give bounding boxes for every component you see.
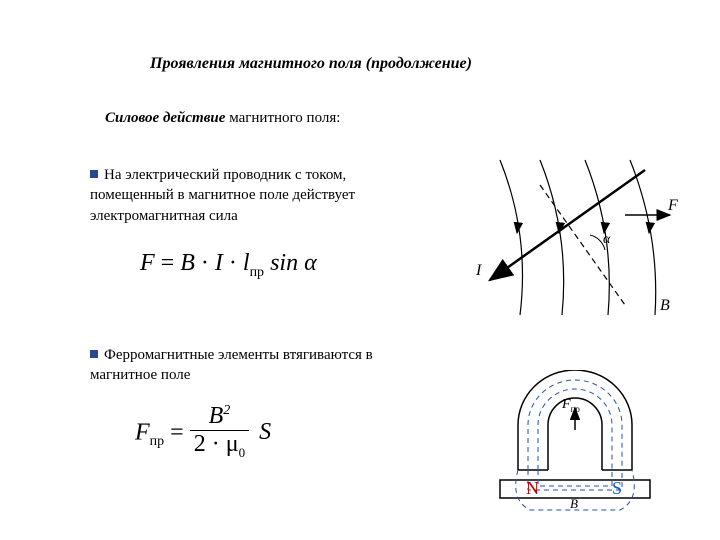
fig2-Fpr-label: Fпр xyxy=(561,397,580,414)
formula-attraction: Fпр = B2 2 · μ0 S xyxy=(135,405,271,463)
fig1-B-label: B xyxy=(660,297,670,314)
f2-S: S xyxy=(259,419,271,445)
fig2-N-label: N xyxy=(526,478,539,498)
bullet-2-text: Ферромагнитные элементы втягиваются в ма… xyxy=(90,347,373,383)
f1-I: I xyxy=(215,250,223,276)
f1-eq: = xyxy=(155,250,181,276)
fig1-alpha-label: α xyxy=(603,232,611,247)
f2-sub: пр xyxy=(150,434,165,449)
figure-conductor-field: F I B α xyxy=(470,155,680,320)
fig2-B-label: В xyxy=(570,496,578,511)
fig1-I-label: I xyxy=(475,262,482,279)
figure-horseshoe-magnet: Fпр N S В xyxy=(470,370,680,530)
page-title: Проявления магнитного поля (продолжение) xyxy=(150,55,620,73)
bullet-1-text: На электрический проводник с током, поме… xyxy=(90,167,355,224)
formula-force: F = B · I · lпр sin α xyxy=(140,250,317,281)
f1-dot1: · xyxy=(195,250,215,276)
f1-B: B xyxy=(180,250,195,276)
f1-sub: пр xyxy=(250,265,265,280)
bullet-item-2: Ферромагнитные элементы втягиваются в ма… xyxy=(90,345,390,386)
bullet-item-1: На электрический проводник с током, поме… xyxy=(90,165,390,226)
fig2-S-label: S xyxy=(612,478,622,498)
f2-B: B xyxy=(209,403,224,429)
bullet-marker-icon xyxy=(90,350,98,358)
f2-F: F xyxy=(135,419,150,445)
f1-alpha-sym: α xyxy=(304,250,317,276)
f1-l: l xyxy=(243,250,250,276)
f2-sq: 2 xyxy=(223,403,230,418)
section-subtitle: Силовое действие магнитного поля: xyxy=(105,110,340,127)
f1-sin: sin xyxy=(264,250,298,276)
fig1-F-label: F xyxy=(667,197,678,214)
f2-mu0: 0 xyxy=(239,445,246,460)
f1-F: F xyxy=(140,250,155,276)
f2-eq: = xyxy=(164,419,190,445)
bullet-marker-icon xyxy=(90,170,98,178)
f1-dot2: · xyxy=(223,250,243,276)
subtitle-rest: магнитного поля: xyxy=(225,110,340,126)
f2-over: 2 · μ xyxy=(194,431,239,457)
subtitle-bold: Силовое действие xyxy=(105,110,225,126)
